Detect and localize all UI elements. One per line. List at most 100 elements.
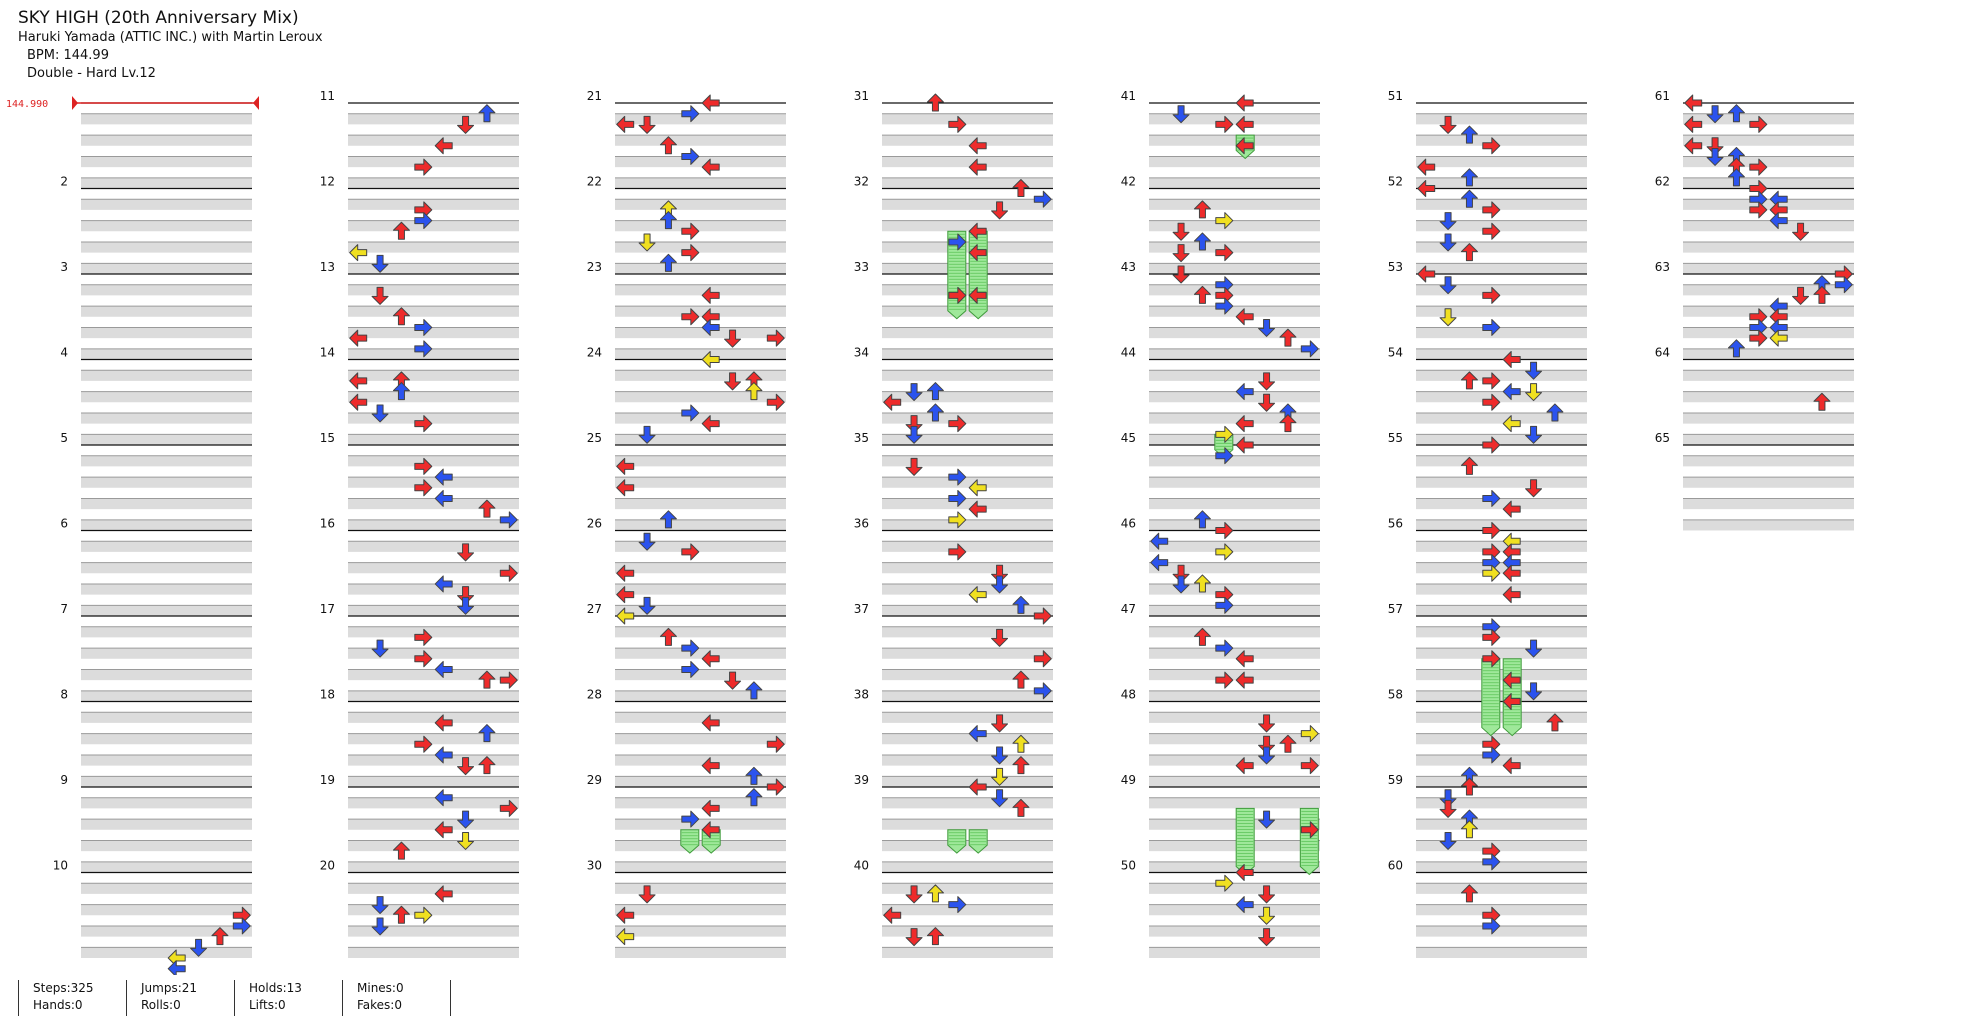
up-arrow-icon xyxy=(1012,734,1030,753)
up-arrow-icon xyxy=(659,510,677,529)
beat-band xyxy=(1149,241,1320,253)
beat-band xyxy=(81,541,252,552)
beat-band xyxy=(81,883,252,894)
left-arrow-icon xyxy=(701,821,720,839)
beat-band xyxy=(1683,199,1854,210)
up-arrow-icon xyxy=(1460,456,1478,475)
beat-band xyxy=(882,519,1053,531)
right-arrow-icon xyxy=(1215,297,1234,315)
measure-number: 12 xyxy=(320,175,335,189)
beat-band xyxy=(81,284,252,296)
beat-band xyxy=(1416,947,1587,958)
left-arrow-icon xyxy=(1417,265,1436,283)
measure-16: 16 xyxy=(320,517,519,616)
up-arrow-icon xyxy=(1460,777,1478,796)
beat-band xyxy=(81,947,252,958)
up-arrow-icon xyxy=(1012,798,1030,817)
right-arrow-icon xyxy=(1482,650,1501,668)
down-arrow-icon xyxy=(905,415,923,434)
left-arrow-icon xyxy=(616,115,635,133)
beat-band xyxy=(1416,263,1587,274)
beat-band xyxy=(615,135,786,146)
beat-band xyxy=(615,712,786,723)
down-arrow-icon xyxy=(991,628,1009,647)
down-arrow-icon xyxy=(638,885,656,904)
down-arrow-icon xyxy=(371,286,389,305)
beat-band xyxy=(615,199,786,210)
right-arrow-icon xyxy=(681,639,700,657)
measure-number: 29 xyxy=(587,773,602,787)
song-artist: Haruki Yamada (ATTIC INC.) with Martin L… xyxy=(18,30,323,45)
beat-band xyxy=(1416,925,1587,937)
left-arrow-icon xyxy=(349,393,368,411)
measure-number: 14 xyxy=(320,346,335,360)
measure-number: 17 xyxy=(320,602,335,616)
right-arrow-icon xyxy=(1482,372,1501,390)
measure-number: 19 xyxy=(320,773,335,787)
right-arrow-icon xyxy=(1482,746,1501,764)
beat-band xyxy=(1416,562,1587,574)
beat-band xyxy=(1149,434,1320,445)
down-arrow-icon xyxy=(905,885,923,904)
beat-band xyxy=(1416,605,1587,616)
left-arrow-icon xyxy=(1769,329,1788,347)
left-arrow-icon xyxy=(349,244,368,262)
beat-band xyxy=(81,648,252,659)
down-arrow-icon xyxy=(1258,714,1276,733)
beat-band xyxy=(615,754,786,766)
beat-band xyxy=(1416,284,1587,296)
right-arrow-icon xyxy=(681,147,700,165)
left-arrow-icon xyxy=(434,789,453,807)
right-arrow-icon xyxy=(1749,158,1768,176)
beat-band xyxy=(1416,797,1587,809)
beat-band xyxy=(615,156,786,168)
measure-number: 32 xyxy=(854,175,869,189)
left-arrow-icon xyxy=(883,393,902,411)
beat-band xyxy=(615,391,786,403)
beat-band xyxy=(81,391,252,403)
song-title: SKY HIGH (20th Anniversary Mix) xyxy=(18,8,299,28)
measure-37: 37 xyxy=(854,602,1053,702)
left-arrow-icon xyxy=(1684,137,1703,155)
right-arrow-icon xyxy=(414,158,433,176)
down-arrow-icon xyxy=(1258,735,1276,754)
down-arrow-icon xyxy=(1525,383,1543,402)
stat-rolls: Rolls:0 xyxy=(141,998,181,1012)
down-arrow-icon xyxy=(1792,222,1810,241)
beat-band xyxy=(348,690,519,702)
measure-35: 35 xyxy=(854,431,1053,531)
right-arrow-icon xyxy=(1482,436,1501,454)
measure-31: 31 xyxy=(854,89,1053,189)
down-arrow-icon xyxy=(1258,318,1276,337)
left-arrow-icon xyxy=(616,564,635,582)
down-arrow-icon xyxy=(1706,137,1724,156)
beat-band xyxy=(348,712,519,723)
beat-band xyxy=(1149,797,1320,809)
beat-band xyxy=(1149,712,1320,723)
measure-45: 45 xyxy=(1121,431,1320,531)
beat-band xyxy=(615,220,786,232)
beat-band xyxy=(882,583,1053,595)
beat-band xyxy=(1416,754,1587,766)
down-arrow-icon xyxy=(1258,746,1276,765)
up-arrow-icon xyxy=(745,788,763,807)
beat-band xyxy=(1683,455,1854,467)
beat-band xyxy=(81,519,252,531)
hold-note xyxy=(1299,807,1319,876)
beat-band xyxy=(882,690,1053,702)
beat-band xyxy=(81,498,252,510)
left-arrow-icon xyxy=(616,457,635,475)
down-arrow-icon xyxy=(1258,372,1276,391)
down-arrow-icon xyxy=(1439,799,1457,818)
beat-band xyxy=(1416,904,1587,916)
measure-number: 49 xyxy=(1121,773,1136,787)
left-arrow-icon xyxy=(1235,436,1254,454)
beat-band xyxy=(615,925,786,937)
left-arrow-icon xyxy=(1235,137,1254,155)
left-arrow-icon xyxy=(1502,415,1521,433)
beat-band xyxy=(882,605,1053,616)
up-arrow-icon xyxy=(211,927,229,946)
right-arrow-icon xyxy=(1834,276,1853,294)
measure-number: 26 xyxy=(587,517,602,531)
beat-band xyxy=(81,370,252,381)
